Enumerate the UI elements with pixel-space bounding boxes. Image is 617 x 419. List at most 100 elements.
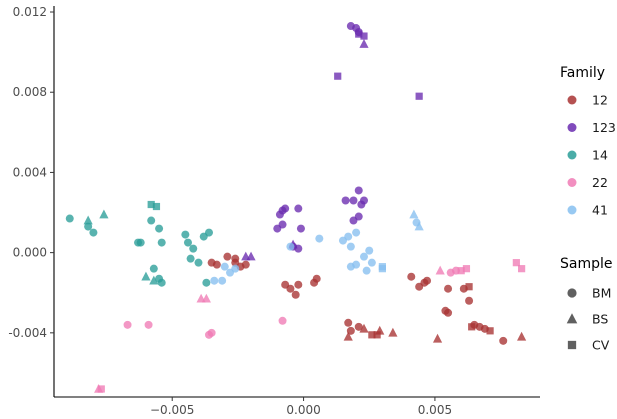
data-point-41-circle xyxy=(210,276,219,285)
data-point-12-circle xyxy=(444,308,453,317)
data-point-123-square xyxy=(355,30,363,38)
legend-family-label: 12 xyxy=(592,93,608,108)
legend-sample-label: BS xyxy=(592,312,608,327)
data-point-41-circle xyxy=(286,242,295,251)
y-axis-ticks: -0.004 0.000 0.004 0.008 0.012 xyxy=(8,5,54,340)
data-point-123-square xyxy=(334,72,342,80)
data-point-12-circle xyxy=(294,280,303,289)
data-point-14-circle xyxy=(181,230,190,239)
data-point-123-triangle xyxy=(359,39,369,48)
y-tick-label: 0.000 xyxy=(13,246,47,260)
data-point-12-circle xyxy=(291,290,300,299)
data-point-14-circle xyxy=(194,258,203,267)
data-point-12-triangle xyxy=(359,323,369,333)
legend-sample-swatch xyxy=(566,313,578,324)
data-point-12-circle xyxy=(212,260,221,269)
axes: -0.004 0.000 0.004 0.008 0.012 −0.005 0.000 0.… xyxy=(8,5,540,417)
legend-family-swatch xyxy=(567,205,577,215)
data-point-22-square xyxy=(457,267,465,275)
data-point-12-circle xyxy=(344,318,353,327)
data-point-22-circle xyxy=(144,320,153,329)
data-point-41-circle xyxy=(231,264,240,273)
y-tick-label: -0.004 xyxy=(8,326,47,340)
data-point-12-square xyxy=(486,327,494,335)
legend-family-label: 14 xyxy=(592,148,608,163)
data-point-123-circle xyxy=(349,216,358,225)
data-point-41-circle xyxy=(362,266,371,275)
data-point-41-triangle xyxy=(414,221,424,231)
data-point-12-circle xyxy=(231,254,240,263)
data-point-14-circle xyxy=(147,216,156,225)
data-point-14-circle xyxy=(149,264,158,273)
data-point-14-circle xyxy=(155,224,164,233)
y-tick-label: 0.012 xyxy=(13,5,47,19)
data-point-12-triangle xyxy=(432,333,443,343)
data-point-12-circle xyxy=(415,282,424,291)
data-point-12-circle xyxy=(241,260,250,269)
data-point-12-circle xyxy=(346,326,355,335)
data-point-41-circle xyxy=(315,234,324,243)
data-point-123-circle xyxy=(273,224,282,233)
data-point-22-circle xyxy=(123,320,132,329)
legend-title-sample: Sample xyxy=(560,256,613,272)
data-point-12-triangle xyxy=(343,331,353,341)
x-tick-label: −0.005 xyxy=(150,403,194,417)
data-point-14-triangle xyxy=(83,215,93,225)
data-point-22-square xyxy=(97,385,105,393)
legend-family-swatch xyxy=(567,123,577,132)
legend-family-swatch xyxy=(567,150,577,160)
x-tick-label: 0.000 xyxy=(286,403,320,417)
data-point-14-circle xyxy=(157,238,166,247)
data-point-12-circle xyxy=(444,284,453,293)
data-point-12-circle xyxy=(465,296,474,305)
data-point-123-circle xyxy=(278,206,287,215)
data-point-12-circle xyxy=(286,284,295,293)
data-point-41-circle xyxy=(218,276,227,285)
x-tick-label: 0.005 xyxy=(418,403,452,417)
data-point-12-square xyxy=(465,283,473,291)
data-point-14-square xyxy=(147,200,155,209)
data-point-41-circle xyxy=(346,242,355,251)
data-point-123-circle xyxy=(341,196,350,205)
data-point-12-triangle xyxy=(517,331,527,341)
data-point-41-circle xyxy=(365,246,374,255)
data-point-14-circle xyxy=(186,254,195,263)
legend-sample-swatch xyxy=(567,340,577,350)
data-point-14-circle xyxy=(202,278,211,287)
data-point-123-circle xyxy=(359,196,368,205)
x-axis-ticks: −0.005 0.000 0.005 xyxy=(150,397,452,417)
legend-family-swatch xyxy=(567,178,577,187)
data-point-14-circle xyxy=(136,238,145,247)
legend: Family 12 123 14 22 41 Sample BM BS CV xyxy=(560,65,616,353)
data-point-14-triangle xyxy=(141,271,151,281)
data-point-22-square xyxy=(518,265,526,273)
data-point-22-circle xyxy=(207,328,216,337)
legend-sample-swatch xyxy=(567,288,577,298)
legend-family-label: 41 xyxy=(592,203,608,218)
data-point-123-triangle xyxy=(246,251,256,261)
data-point-12-square xyxy=(468,323,476,331)
data-point-41-circle xyxy=(220,262,229,271)
data-point-123-square xyxy=(415,92,423,100)
data-point-12-square xyxy=(373,331,381,339)
data-point-22-square xyxy=(512,259,520,267)
data-point-12-circle xyxy=(407,272,416,281)
data-point-14-circle xyxy=(189,244,198,253)
data-point-12-circle xyxy=(423,276,432,285)
data-point-12-circle xyxy=(354,322,363,331)
data-point-22-circle xyxy=(278,316,287,325)
data-point-123-circle xyxy=(296,224,305,233)
data-point-41-square xyxy=(378,265,386,273)
data-point-41-circle xyxy=(352,260,361,269)
data-point-22-triangle xyxy=(201,293,211,303)
data-point-14-triangle xyxy=(99,209,109,219)
data-point-41-circle xyxy=(367,258,376,267)
data-point-123-square xyxy=(360,32,368,40)
legend-family-swatch xyxy=(567,95,577,105)
data-point-14-circle xyxy=(84,222,93,231)
legend-sample-label: CV xyxy=(592,338,610,353)
data-point-14-circle xyxy=(183,238,192,247)
data-point-12-square xyxy=(368,331,376,339)
data-point-123-circle xyxy=(294,204,303,213)
